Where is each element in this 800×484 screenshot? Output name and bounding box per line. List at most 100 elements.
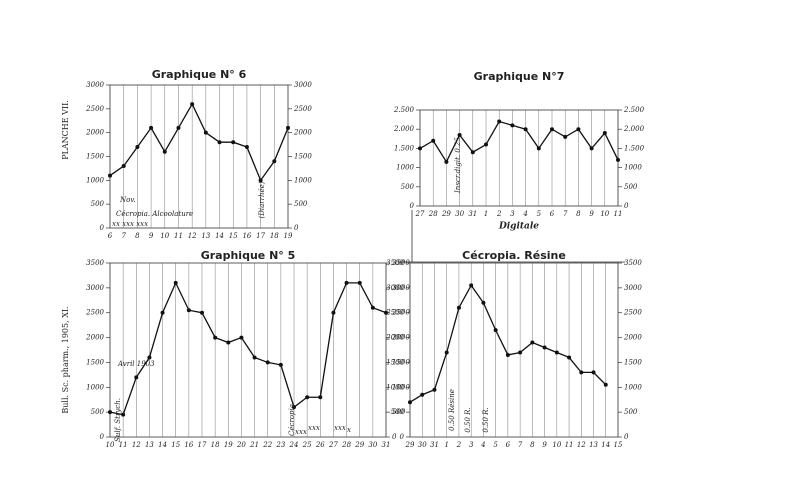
x-tick-label: 8 [530, 441, 535, 449]
data-point [176, 125, 181, 130]
x-tick-label: 15 [229, 232, 238, 240]
x-tick-label: 27 [328, 441, 338, 449]
data-point [258, 178, 263, 183]
y2-tick-label: 2.500 [623, 106, 645, 114]
x-tick-label: 25 [302, 441, 312, 449]
data-line [109, 102, 289, 182]
data-point [550, 127, 554, 132]
x-tick-label: 11 [614, 210, 623, 218]
data-point [331, 310, 336, 315]
x-tick-label: 29 [354, 441, 364, 449]
y-tick-label: 1500 [386, 358, 404, 366]
plate-label: PLANCHE VII. [61, 100, 70, 160]
y-tick-label: 2.000 [393, 125, 415, 133]
x-tick-label: 15 [171, 441, 180, 449]
data-point [162, 149, 167, 154]
data-point [484, 142, 488, 147]
data-point [190, 102, 195, 107]
data-line [419, 120, 619, 164]
x-tick-label: 3 [469, 441, 474, 449]
data-point [470, 150, 475, 155]
plot-frame [419, 109, 619, 207]
x-tick-label: 20 [236, 441, 246, 449]
data-point [265, 360, 270, 365]
data-point [173, 280, 178, 285]
data-point [344, 280, 349, 285]
y-tick-label: 3000 [86, 284, 104, 292]
data-point [147, 355, 152, 360]
x-tick-label: 11 [565, 441, 574, 449]
y-tick-label: 2500 [85, 105, 104, 113]
data-point [563, 134, 568, 139]
data-point [616, 157, 620, 162]
y2-tick-label: 3500 [624, 259, 642, 267]
data-point [272, 159, 277, 164]
data-point [493, 328, 498, 333]
y-tick-label: 1000 [86, 383, 104, 391]
data-point [244, 144, 249, 149]
data-point [370, 305, 375, 310]
annotation: Inscr.digit. 0.25 [454, 137, 462, 194]
y-tick-label: 1500 [86, 358, 104, 366]
y2-tick-label: 3000 [294, 81, 312, 89]
x-tick-label: 5 [493, 441, 498, 449]
x-tick-label: 12 [577, 441, 586, 449]
y-tick-label: 0 [400, 433, 405, 441]
data-point [121, 412, 126, 417]
x-tick-label: 15 [614, 441, 623, 449]
annotation: 0.50 R. [482, 407, 490, 432]
y2-tick-label: 1000 [294, 176, 312, 184]
y2-tick-label: 3000 [624, 284, 642, 292]
x-tick-label: 6 [108, 232, 113, 240]
x-tick-label: 5 [537, 210, 542, 218]
data-point [252, 355, 257, 360]
chart-title: Graphique N° 5 [201, 249, 296, 262]
x-tick-label: 21 [249, 441, 259, 449]
data-point [357, 280, 362, 285]
y2-tick-label: 1000 [624, 164, 642, 172]
data-point [542, 345, 547, 350]
data-point [505, 352, 510, 357]
annotation: xxx [308, 424, 320, 432]
x-tick-label: 31 [430, 441, 439, 449]
journal-ref: Bull. Sc. pharm., 1905, XI. [61, 306, 70, 413]
y-tick-label: 500 [91, 200, 105, 208]
x-tick-label: 10 [552, 441, 561, 449]
data-point [481, 300, 486, 305]
x-tick-label: 12 [132, 441, 141, 449]
x-tick-label: 6 [506, 441, 511, 449]
data-point [420, 392, 425, 397]
x-tick-label: 10 [106, 441, 115, 449]
x-tick-label: 24 [289, 441, 299, 449]
data-point [121, 164, 126, 169]
y2-tick-label: 500 [294, 200, 308, 208]
x-tick-label: 29 [441, 210, 451, 218]
data-point [432, 387, 437, 392]
data-point [384, 310, 388, 315]
y-tick-label: 2000 [385, 334, 404, 342]
x-tick-label: 19 [224, 441, 233, 449]
y2-tick-label: 3000 [392, 284, 410, 292]
x-tick-label: 31 [382, 441, 391, 449]
x-tick-label: 6 [550, 210, 555, 218]
y2-tick-label: 1000 [624, 383, 642, 391]
x-tick-label: 14 [158, 441, 167, 449]
y-tick-label: 2500 [85, 309, 104, 317]
y2-tick-label: 1500 [294, 153, 312, 161]
y-tick-label: 1500 [86, 153, 104, 161]
y-tick-label: 3500 [86, 259, 104, 267]
data-point [278, 362, 283, 367]
x-tick-label: 30 [418, 441, 427, 449]
x-tick-label: 10 [160, 232, 169, 240]
annotation: (Diarrhée) [258, 181, 266, 218]
x-tick-label: 1 [444, 441, 448, 449]
y2-tick-label: 1500 [624, 358, 642, 366]
data-point [518, 350, 523, 355]
x-tick-label: 30 [455, 210, 464, 218]
y2-tick-label: 2000 [293, 129, 312, 137]
data-point [444, 159, 449, 164]
data-point [523, 127, 528, 132]
annotation: Sulf. Strych. [114, 398, 122, 442]
data-point [497, 119, 502, 124]
data-line [109, 281, 387, 416]
